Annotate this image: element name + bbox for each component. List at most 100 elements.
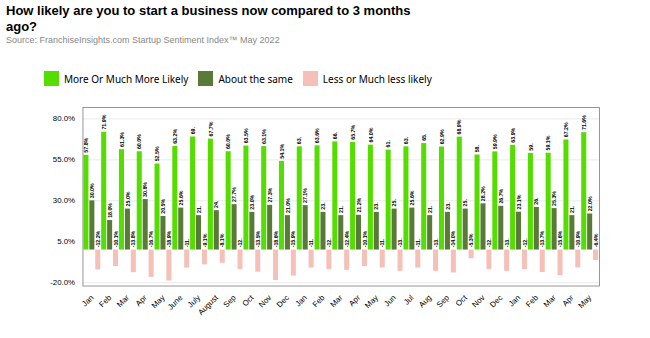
svg-text:28.2%: 28.2% <box>480 186 486 201</box>
svg-text:67.7%: 67.7% <box>207 121 213 136</box>
svg-text:Jan: Jan <box>294 293 309 308</box>
svg-text:30.0%: 30.0% <box>89 183 95 198</box>
svg-text:Apr: Apr <box>134 293 149 308</box>
svg-text:-12.: -12. <box>326 238 332 248</box>
svg-text:August: August <box>196 293 220 317</box>
svg-text:59.: 59. <box>528 143 534 151</box>
svg-text:58.: 58. <box>474 145 480 153</box>
svg-text:63.2%: 63.2% <box>172 129 178 144</box>
svg-text:22.0%: 22.0% <box>587 196 593 211</box>
svg-text:65.7%: 65.7% <box>350 125 356 140</box>
svg-text:23.1%: 23.1% <box>516 194 522 209</box>
svg-text:-16.7%: -16.7% <box>148 231 154 248</box>
svg-text:27.7%: 27.7% <box>231 187 237 202</box>
svg-text:Nov: Nov <box>470 293 486 309</box>
svg-text:-15.9%: -15.9% <box>290 231 296 248</box>
svg-text:63.: 63. <box>403 136 409 144</box>
svg-text:Sep: Sep <box>435 293 452 310</box>
svg-text:23.: 23. <box>373 202 379 210</box>
svg-text:-13.: -13. <box>504 238 510 248</box>
svg-text:-18.9%: -18.9% <box>166 231 172 248</box>
svg-text:26.: 26. <box>533 197 539 205</box>
svg-text:30.0%: 30.0% <box>53 197 75 206</box>
svg-text:54.1%: 54.1% <box>279 144 285 159</box>
svg-text:-12.: -12. <box>237 238 243 248</box>
svg-text:Mar: Mar <box>542 293 558 309</box>
svg-text:Feb: Feb <box>97 293 113 309</box>
svg-text:June: June <box>166 293 185 312</box>
svg-text:-10.1%: -10.1% <box>113 231 119 248</box>
svg-text:-11.: -11. <box>308 238 314 247</box>
svg-text:23.0%: 23.0% <box>249 195 255 210</box>
svg-text:-8.1%: -8.1% <box>219 233 225 247</box>
svg-text:63.9%: 63.9% <box>510 128 516 143</box>
svg-text:68.9%: 68.9% <box>456 119 462 134</box>
svg-text:21.2%: 21.2% <box>356 198 362 213</box>
svg-text:57.8%: 57.8% <box>83 138 89 153</box>
svg-text:-13.8%: -13.8% <box>130 231 136 248</box>
svg-text:80.0%: 80.0% <box>53 115 75 124</box>
svg-text:23.: 23. <box>445 202 451 210</box>
svg-text:66.: 66. <box>332 132 338 140</box>
svg-text:71.9%: 71.9% <box>101 115 107 130</box>
svg-text:-13.7%: -13.7% <box>539 231 545 248</box>
svg-text:Nov: Nov <box>257 293 273 309</box>
svg-text:-13.5%: -13.5% <box>255 231 261 248</box>
svg-text:Sep: Sep <box>221 293 238 310</box>
svg-text:Jan: Jan <box>507 293 522 308</box>
svg-text:67.2%: 67.2% <box>563 122 569 137</box>
svg-text:Oct: Oct <box>454 293 470 309</box>
svg-text:-15.6%: -15.6% <box>557 231 563 248</box>
svg-text:Feb: Feb <box>524 293 540 309</box>
svg-text:Jul: Jul <box>402 293 416 307</box>
svg-text:-12.: -12. <box>522 238 528 248</box>
svg-text:May: May <box>150 293 167 310</box>
svg-text:21.0%: 21.0% <box>285 198 291 213</box>
svg-text:-10.9%: -10.9% <box>575 231 581 248</box>
svg-text:Jan: Jan <box>80 293 95 308</box>
svg-text:May: May <box>363 293 380 310</box>
svg-text:23.: 23. <box>320 202 326 210</box>
svg-text:Jun: Jun <box>382 293 397 308</box>
svg-text:25.6%: 25.6% <box>178 190 184 205</box>
svg-text:63.1%: 63.1% <box>261 129 267 144</box>
svg-text:52.5%: 52.5% <box>154 146 160 161</box>
svg-text:Feb: Feb <box>311 293 327 309</box>
svg-text:Apr: Apr <box>347 293 362 308</box>
svg-text:-12.2%: -12.2% <box>95 231 101 248</box>
svg-text:71.6%: 71.6% <box>581 115 587 130</box>
svg-text:63.: 63. <box>296 136 302 144</box>
svg-text:-13.: -13. <box>433 238 439 248</box>
svg-text:63.5%: 63.5% <box>243 128 249 143</box>
svg-text:Mar: Mar <box>328 293 344 309</box>
svg-text:24.: 24. <box>213 200 219 208</box>
svg-text:-5.3%: -5.3% <box>468 233 474 247</box>
svg-text:25.3%: 25.3% <box>551 191 557 206</box>
svg-text:21.: 21. <box>196 205 202 213</box>
svg-text:-9.1%: -9.1% <box>202 233 208 247</box>
svg-text:59.9%: 59.9% <box>492 134 498 149</box>
svg-text:Mar: Mar <box>115 293 131 309</box>
svg-text:60.0%: 60.0% <box>225 134 231 149</box>
svg-text:27.1%: 27.1% <box>302 188 308 203</box>
svg-text:63.6%: 63.6% <box>314 128 320 143</box>
svg-text:30.8%: 30.8% <box>142 182 148 197</box>
svg-text:59.1%: 59.1% <box>545 135 551 150</box>
svg-text:Dec: Dec <box>488 293 504 309</box>
svg-text:26.7%: 26.7% <box>498 189 504 204</box>
svg-text:-12.: -12. <box>486 238 492 248</box>
svg-text:Dec: Dec <box>275 293 291 309</box>
svg-text:May: May <box>576 293 593 310</box>
svg-text:25.: 25. <box>391 199 397 207</box>
svg-text:-13.: -13. <box>397 238 403 248</box>
svg-text:25.0%: 25.0% <box>125 191 131 206</box>
svg-text:-11.: -11. <box>379 238 385 247</box>
svg-text:Oct: Oct <box>240 293 256 309</box>
svg-text:-11.: -11. <box>415 238 421 247</box>
svg-text:Apr: Apr <box>560 293 575 308</box>
svg-text:-10.1%: -10.1% <box>362 231 368 248</box>
svg-text:-11.: -11. <box>184 238 190 247</box>
svg-text:61.: 61. <box>385 140 391 148</box>
svg-text:21.: 21. <box>569 205 575 213</box>
svg-text:21.: 21. <box>427 205 433 213</box>
